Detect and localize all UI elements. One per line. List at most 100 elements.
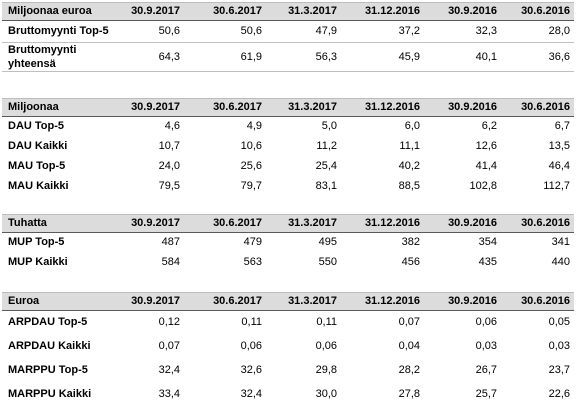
unit-header: Miljoonaa euroa <box>8 5 92 17</box>
column-header: 30.9.2017 <box>131 217 180 229</box>
table-cell: 41,4 <box>475 160 497 172</box>
column-header: 30.9.2016 <box>448 101 497 113</box>
table-cell: 23,7 <box>548 364 570 376</box>
column-header: 30.9.2017 <box>131 5 180 17</box>
table-cell: 11,1 <box>399 140 420 152</box>
row-label: Bruttomyynti Top-5 <box>2 20 109 43</box>
column-header: 30.6.2016 <box>521 5 570 17</box>
table-cell: 36,6 <box>501 42 574 72</box>
column-header: 31.12.2016 <box>364 101 420 113</box>
table-cell: 32,4 <box>158 364 180 376</box>
table-cell: 27,8 <box>398 388 420 400</box>
table-cell: 88,5 <box>398 180 420 192</box>
table-cell: 0,12 <box>158 316 180 329</box>
table-cell: 440 <box>551 256 570 268</box>
table-cell: 10,7 <box>158 140 180 152</box>
column-header: 30.9.2017 <box>131 101 180 113</box>
table-row: ARPDAU Kaikki 0,07 0,06 0,06 0,04 0,03 0… <box>2 335 574 359</box>
table-row: Bruttomyynti yhteensä 64,3 61,9 56,3 45,… <box>2 42 574 72</box>
column-header: 30.6.2016 <box>521 217 570 229</box>
table-cell: 11,2 <box>316 140 337 152</box>
table-row: DAU Top-5 4,6 4,9 5,0 6,0 6,2 6,7 <box>2 117 574 137</box>
table-cell: 4,9 <box>246 120 262 133</box>
table-cell: 83,1 <box>315 180 337 192</box>
table-cell: 102,8 <box>469 180 497 192</box>
column-header: 31.12.2016 <box>364 5 420 17</box>
table-cell: 382 <box>401 236 420 249</box>
table-cell: 12,6 <box>475 140 497 152</box>
table-cell: 6,2 <box>481 120 497 133</box>
table-cell: 0,07 <box>158 340 180 352</box>
revenue-per-user-table: Euroa 30.9.2017 30.6.2017 31.3.2017 31.1… <box>2 292 574 407</box>
table-cell: 10,6 <box>240 140 262 152</box>
users-table: Miljoonaa 30.9.2017 30.6.2017 31.3.2017 … <box>2 98 574 197</box>
table-header-row: Euroa 30.9.2017 30.6.2017 31.3.2017 31.1… <box>2 292 574 311</box>
table-cell: 64,3 <box>102 42 184 72</box>
row-label: ARPDAU Kaikki <box>8 340 91 352</box>
table-cell: 22,6 <box>548 388 570 400</box>
unit-header: Euroa <box>8 295 40 307</box>
table-row: MAU Top-5 24,0 25,6 25,4 40,2 41,4 46,4 <box>2 157 574 177</box>
column-header: 30.9.2016 <box>448 5 497 17</box>
table-cell: 29,8 <box>315 364 337 376</box>
paying-users-table: Tuhatta 30.9.2017 30.6.2017 31.3.2017 31… <box>2 214 574 273</box>
table-cell: 0,03 <box>548 340 570 352</box>
table-cell: 479 <box>243 236 262 249</box>
row-label: MAU Top-5 <box>8 160 66 172</box>
column-header: 30.6.2016 <box>521 295 570 307</box>
row-label: ARPDAU Top-5 <box>8 316 88 329</box>
table-cell: 0,07 <box>398 316 420 329</box>
column-header: 31.12.2016 <box>364 217 420 229</box>
table-cell: 32,3 <box>424 20 501 43</box>
table-cell: 341 <box>551 236 570 249</box>
table-cell: 32,4 <box>240 388 262 400</box>
row-label: MUP Top-5 <box>8 236 65 249</box>
table-row: MUP Top-5 487 479 495 382 354 341 <box>2 233 574 253</box>
table-cell: 0,11 <box>241 316 262 329</box>
table-row: MARPPU Kaikki 33,4 32,4 30,0 27,8 25,7 2… <box>2 383 574 407</box>
table-cell: 45,9 <box>341 42 424 72</box>
table-cell: 26,7 <box>475 364 497 376</box>
column-header: 30.6.2017 <box>213 5 262 17</box>
table-row: Bruttomyynti Top-5 50,6 50,6 47,9 37,2 3… <box>2 20 574 43</box>
table-cell: 563 <box>243 256 262 268</box>
table-cell: 79,7 <box>240 180 262 192</box>
table-cell: 30,0 <box>315 388 337 400</box>
table-cell: 0,04 <box>398 340 420 352</box>
column-header: 30.6.2017 <box>213 295 262 307</box>
table-header-row: Tuhatta 30.9.2017 30.6.2017 31.3.2017 31… <box>2 214 574 233</box>
column-header: 31.3.2017 <box>288 101 337 113</box>
table-cell: 584 <box>161 256 180 268</box>
table-cell: 435 <box>478 256 497 268</box>
table-cell: 13,5 <box>548 140 570 152</box>
table-cell: 40,2 <box>398 160 420 172</box>
row-label: MAU Kaikki <box>8 180 69 192</box>
table-cell: 24,0 <box>158 160 180 172</box>
row-label: MARPPU Kaikki <box>8 388 92 400</box>
table-cell: 6,0 <box>404 120 420 133</box>
table-cell: 56,3 <box>266 42 341 72</box>
row-label: MUP Kaikki <box>8 256 68 268</box>
table-cell: 487 <box>161 236 180 249</box>
table-cell: 28,2 <box>398 364 420 376</box>
table-cell: 61,9 <box>184 42 266 72</box>
table-cell: 50,6 <box>184 20 266 43</box>
column-header: 30.9.2017 <box>131 295 180 307</box>
table-cell: 37,2 <box>341 20 424 43</box>
table-cell: 50,6 <box>102 20 184 43</box>
table-cell: 0,03 <box>475 340 497 352</box>
table-cell: 495 <box>318 236 337 249</box>
table-cell: 25,7 <box>475 388 497 400</box>
table-row: ARPDAU Top-5 0,12 0,11 0,11 0,07 0,06 0,… <box>2 311 574 335</box>
table-cell: 47,9 <box>266 20 341 43</box>
table-cell: 40,1 <box>424 42 501 72</box>
unit-header: Tuhatta <box>8 217 47 229</box>
column-header: 30.9.2016 <box>448 217 497 229</box>
table-cell: 0,06 <box>475 316 497 329</box>
row-label: DAU Kaikki <box>8 140 68 152</box>
table-header-row: Miljoonaa 30.9.2017 30.6.2017 31.3.2017 … <box>2 98 574 117</box>
table-cell: 25,6 <box>240 160 262 172</box>
table-cell: 33,4 <box>158 388 180 400</box>
table-cell: 0,11 <box>316 316 337 329</box>
table-cell: 112,7 <box>543 180 570 192</box>
